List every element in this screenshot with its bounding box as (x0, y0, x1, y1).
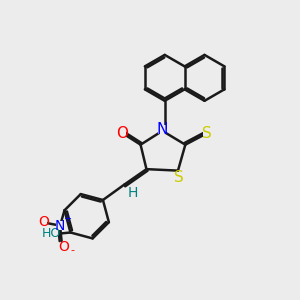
Bar (128, 188, 136, 198)
Text: N: N (157, 122, 168, 137)
Bar (158, 125, 166, 134)
Text: S: S (202, 126, 212, 141)
Text: N: N (55, 219, 65, 232)
Text: -: - (71, 245, 75, 255)
Text: H: H (127, 186, 137, 200)
Text: O: O (116, 126, 128, 141)
Bar (60, 243, 68, 252)
Text: S: S (174, 169, 183, 184)
Text: O: O (38, 215, 49, 229)
Bar (118, 128, 126, 138)
Bar (174, 172, 183, 182)
Text: HO: HO (42, 227, 61, 241)
Text: O: O (58, 240, 69, 254)
Text: +: + (64, 214, 71, 224)
Bar (39, 218, 47, 227)
Bar (203, 128, 211, 138)
Bar (56, 221, 64, 230)
Bar (44, 229, 58, 239)
